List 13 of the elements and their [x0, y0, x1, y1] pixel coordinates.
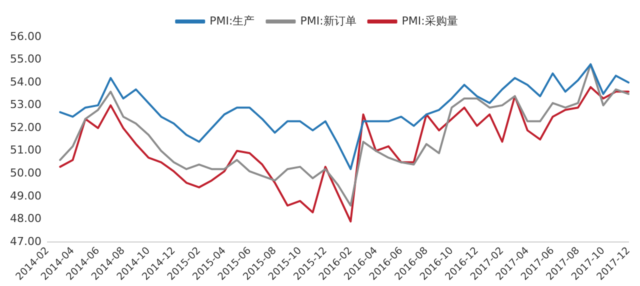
y-tick-label: 54.00 [10, 75, 42, 88]
y-tick-label: 49.00 [10, 189, 42, 202]
y-tick-label: 48.00 [10, 212, 42, 226]
legend-label: PMI:采购量 [402, 14, 458, 28]
y-tick-label: 52.00 [10, 120, 42, 134]
legend-label: PMI:生产 [210, 14, 255, 28]
y-tick-label: 55.00 [10, 52, 42, 66]
y-tick-label: 50.00 [10, 166, 42, 180]
y-tick-label: 51.00 [10, 144, 42, 157]
legend-label: PMI:新订单 [300, 14, 356, 28]
y-tick-label: 56.00 [10, 30, 42, 43]
y-tick-label: 47.00 [10, 234, 42, 248]
y-tick-label: 53.00 [10, 98, 42, 112]
